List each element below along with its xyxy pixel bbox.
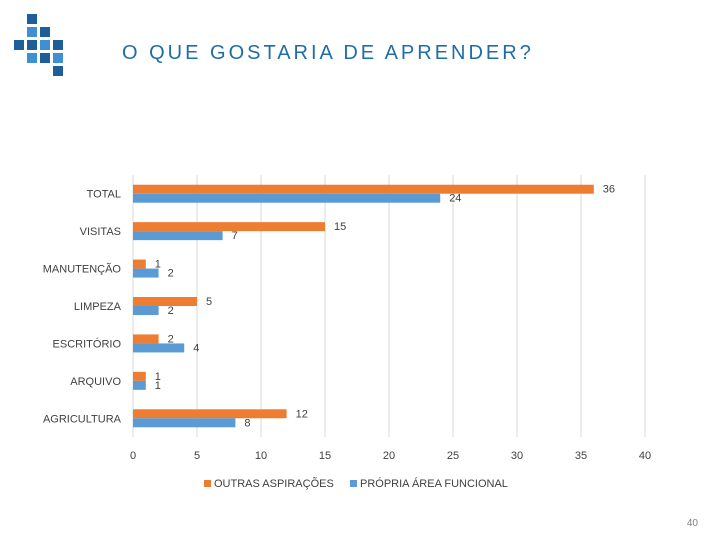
slide-title: O QUE GOSTARIA DE APRENDER? bbox=[122, 42, 534, 64]
logo bbox=[14, 14, 63, 76]
data-label: 2 bbox=[168, 333, 174, 345]
x-tick-label: 20 bbox=[383, 450, 395, 462]
bar-propria-area-funcional bbox=[133, 343, 185, 353]
bar-outras-aspiracoes bbox=[133, 409, 287, 419]
bar-propria-area-funcional bbox=[133, 418, 236, 428]
logo-square bbox=[27, 40, 37, 50]
data-label: 36 bbox=[603, 184, 615, 196]
grid-lines bbox=[132, 175, 646, 437]
bar-propria-area-funcional bbox=[133, 268, 159, 278]
logo-square bbox=[27, 14, 37, 24]
category-label: TOTAL bbox=[87, 189, 121, 201]
category-label: AGRICULTURA bbox=[43, 413, 122, 425]
data-label: 5 bbox=[206, 296, 212, 308]
logo-square bbox=[53, 53, 63, 63]
category-label: MANUTENÇÃO bbox=[43, 263, 122, 276]
data-label: 1 bbox=[155, 380, 161, 392]
logo-square bbox=[53, 40, 63, 50]
data-label: 24 bbox=[449, 193, 461, 205]
data-label: 1 bbox=[155, 371, 161, 383]
data-label: 2 bbox=[168, 268, 174, 280]
data-label: 12 bbox=[296, 408, 308, 420]
x-tick-label: 10 bbox=[255, 450, 267, 462]
bar-outras-aspiracoes bbox=[133, 371, 146, 381]
legend-swatch bbox=[350, 480, 357, 487]
category-label: LIMPEZA bbox=[74, 301, 122, 313]
data-label: 15 bbox=[334, 221, 346, 233]
bar-outras-aspiracoes bbox=[133, 259, 146, 269]
legend-label: OUTRAS ASPIRAÇÕES bbox=[214, 477, 334, 490]
logo-square bbox=[27, 27, 37, 37]
logo-square bbox=[27, 53, 37, 63]
logo-square bbox=[40, 53, 50, 63]
x-tick-label: 5 bbox=[194, 450, 200, 462]
x-tick-label: 35 bbox=[575, 450, 587, 462]
legend: OUTRAS ASPIRAÇÕES PRÓPRIA ÁREA FUNCIONAL bbox=[204, 477, 508, 490]
data-label: 7 bbox=[232, 230, 238, 242]
x-tick-label: 30 bbox=[511, 450, 523, 462]
category-label: VISITAS bbox=[80, 226, 121, 238]
bar-outras-aspiracoes bbox=[133, 222, 325, 232]
legend-swatch bbox=[204, 480, 211, 487]
category-labels: TOTAL VISITAS MANUTENÇÃO LIMPEZA ESCRITÓRIO A… bbox=[43, 189, 122, 426]
bar-propria-area-funcional bbox=[133, 306, 159, 315]
logo-square bbox=[53, 66, 63, 76]
data-label: 8 bbox=[244, 417, 250, 429]
bar-propria-area-funcional bbox=[133, 380, 146, 390]
logo-square bbox=[14, 40, 24, 50]
bars bbox=[133, 184, 594, 428]
x-tick-label: 0 bbox=[130, 450, 136, 462]
legend-label: PRÓPRIA ÁREA FUNCIONAL bbox=[360, 477, 508, 490]
category-label: ARQUIVO bbox=[70, 376, 121, 388]
bar-propria-area-funcional bbox=[133, 231, 223, 241]
bar-outras-aspiracoes bbox=[133, 297, 197, 306]
x-tick-label: 40 bbox=[639, 450, 651, 462]
logo-square bbox=[40, 27, 50, 37]
page-number: 40 bbox=[686, 518, 698, 529]
data-label: 2 bbox=[168, 305, 174, 317]
x-axis-ticks: 0 5 10 15 20 25 30 35 40 bbox=[130, 450, 651, 462]
x-tick-label: 15 bbox=[319, 450, 331, 462]
bar-propria-area-funcional bbox=[133, 193, 441, 203]
bar-outras-aspiracoes bbox=[133, 334, 159, 344]
logo-square bbox=[40, 40, 50, 50]
category-label: ESCRITÓRIO bbox=[53, 337, 122, 350]
bar-outras-aspiracoes bbox=[133, 184, 594, 194]
data-label: 1 bbox=[155, 259, 161, 271]
x-tick-label: 25 bbox=[447, 450, 459, 462]
data-label: 4 bbox=[193, 342, 199, 354]
